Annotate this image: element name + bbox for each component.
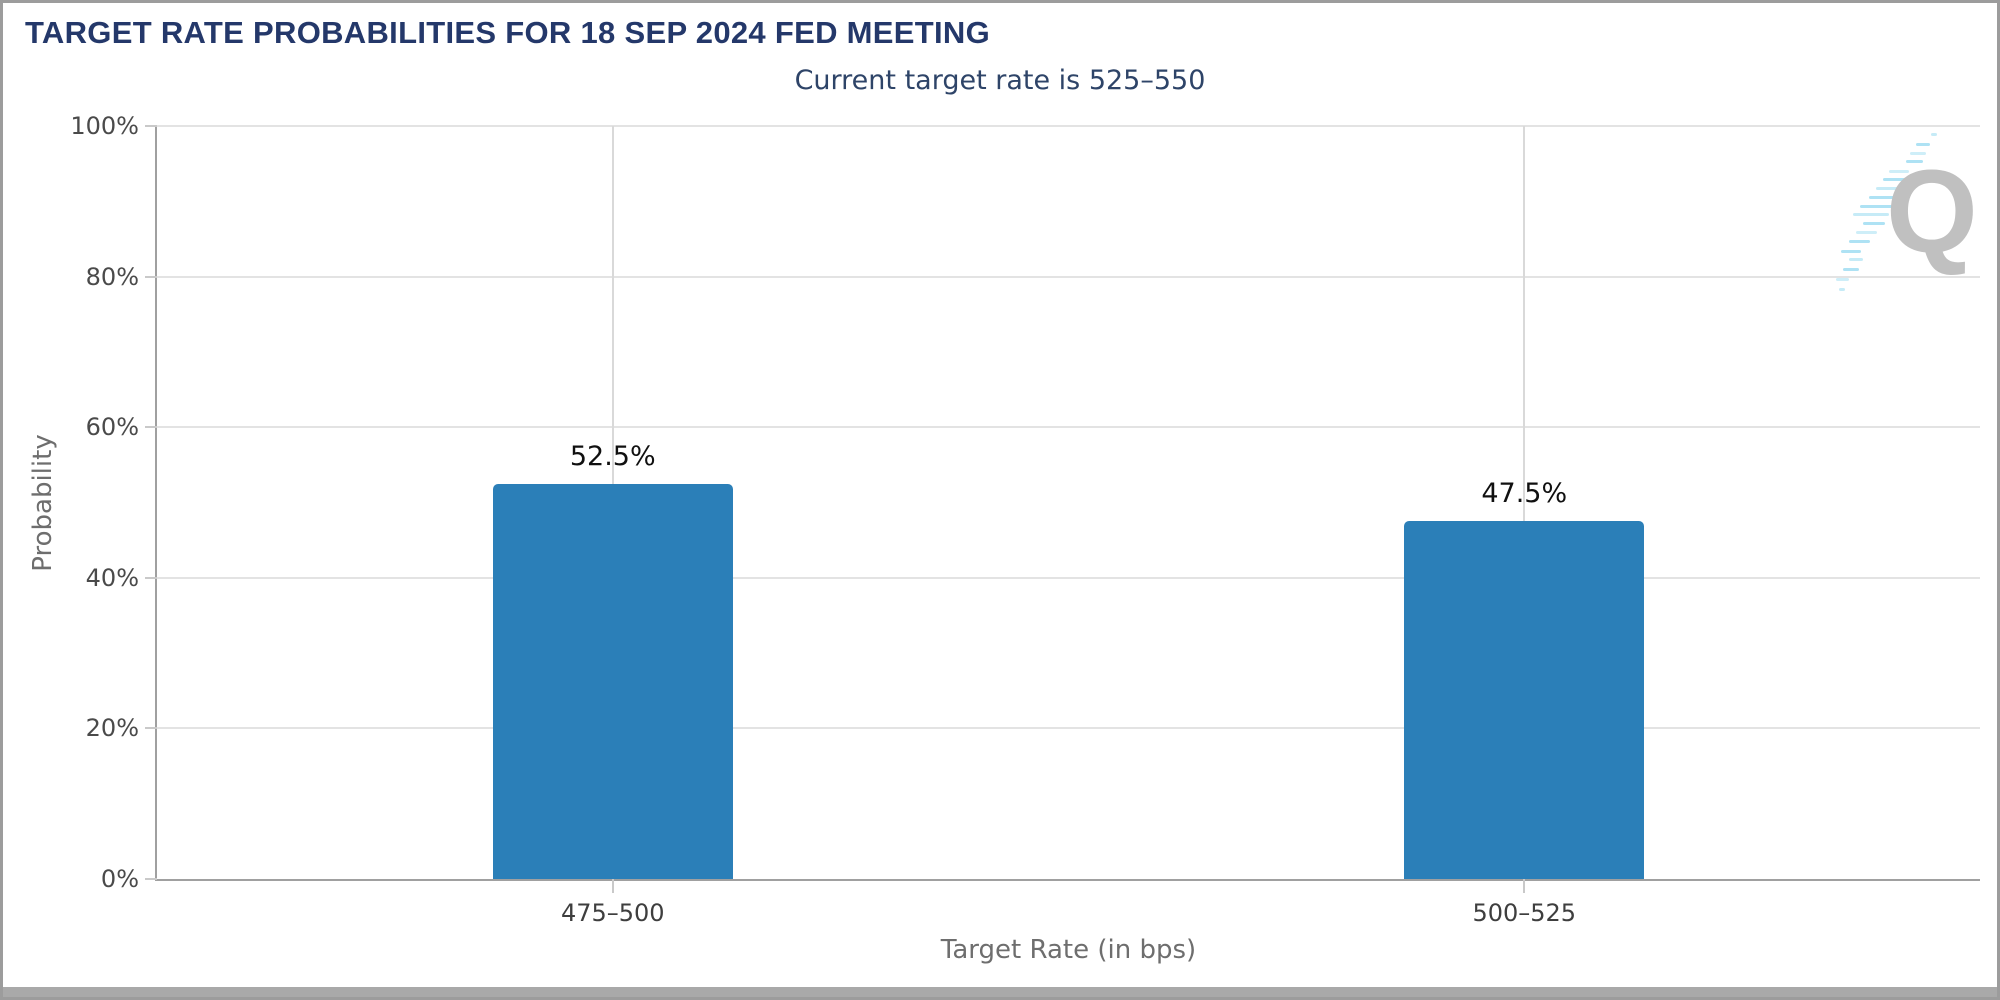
y-tick-label: 80%	[85, 262, 139, 291]
x-tick	[611, 879, 614, 893]
y-gridline	[157, 125, 1980, 127]
x-tick	[1523, 879, 1526, 893]
x-tick-label: 500–525	[1472, 899, 1577, 927]
bar-value-label: 52.5%	[569, 440, 656, 472]
y-tick-label: 40%	[85, 563, 139, 592]
bar-475–500[interactable]	[492, 483, 733, 879]
x-tick-label: 475–500	[560, 899, 665, 927]
y-tick	[145, 576, 157, 579]
window-bottom-edge	[3, 987, 1997, 997]
y-tick-label: 20%	[85, 714, 139, 743]
y-gridline	[157, 275, 1980, 278]
y-tick	[145, 878, 157, 880]
category-band: 47.5% 500–525	[1069, 126, 1981, 927]
x-axis-title: Target Rate (in bps)	[940, 935, 1197, 965]
y-tick-label: 0%	[100, 865, 139, 893]
y-tick	[145, 125, 157, 127]
plot-area: Target Rate (in bps) 100% 80% 60% 40% 20% 0% 5…	[70, 114, 1981, 965]
chart-subtitle: Current target rate is 525–550	[794, 65, 1206, 96]
y-tick	[145, 275, 157, 278]
y-tick	[145, 426, 157, 429]
y-gridline	[157, 426, 1980, 429]
y-tick-label: 100%	[70, 112, 139, 140]
x-gridline	[1523, 126, 1526, 879]
bar-500–525[interactable]	[1404, 521, 1645, 879]
y-axis-title: Probability	[28, 434, 58, 572]
y-gridline	[157, 576, 1980, 579]
y-gridline	[157, 727, 1980, 730]
x-axis-line	[155, 879, 1980, 881]
y-tick-label: 60%	[85, 413, 139, 442]
y-axis-line	[155, 126, 157, 879]
category-band: 52.5% 475–500	[157, 126, 1069, 927]
y-tick	[145, 727, 157, 730]
bar-value-label: 47.5%	[1481, 478, 1568, 510]
page-title: TARGET RATE PROBABILITIES FOR 18 SEP 202…	[25, 15, 991, 50]
